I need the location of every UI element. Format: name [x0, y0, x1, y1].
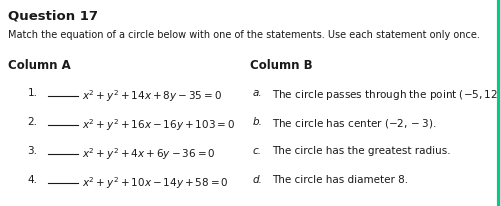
Text: 1.: 1. — [28, 88, 38, 97]
Text: b.: b. — [252, 116, 262, 126]
Text: $x^2 +y^2 +10x-14y+58=0$: $x^2 +y^2 +10x-14y+58=0$ — [82, 174, 230, 190]
Text: 2.: 2. — [28, 116, 38, 126]
Text: d.: d. — [252, 174, 262, 184]
Text: The circle passes through the point $(-5, 12)$.: The circle passes through the point $(-5… — [272, 88, 500, 102]
Text: 4.: 4. — [28, 174, 38, 184]
Text: Question 17: Question 17 — [8, 9, 98, 22]
Text: a.: a. — [252, 88, 262, 97]
Text: $x^2 +y^2 +16x-16y+103=0$: $x^2 +y^2 +16x-16y+103=0$ — [82, 116, 236, 132]
Text: The circle has center $(-2, -3)$.: The circle has center $(-2, -3)$. — [272, 116, 437, 129]
Text: Column B: Column B — [250, 59, 312, 72]
Text: The circle has diameter 8.: The circle has diameter 8. — [272, 174, 408, 184]
Text: $x^2 +y^2 +14x+8y-35=0$: $x^2 +y^2 +14x+8y-35=0$ — [82, 88, 222, 103]
Text: Column A: Column A — [8, 59, 70, 72]
Text: c.: c. — [252, 145, 262, 155]
Text: The circle has the greatest radius.: The circle has the greatest radius. — [272, 145, 451, 155]
Text: Match the equation of a circle below with one of the statements. Use each statem: Match the equation of a circle below wit… — [8, 30, 480, 40]
Text: 3.: 3. — [28, 145, 38, 155]
Text: $x^2 +y^2 +4x+6y-36=0$: $x^2 +y^2 +4x+6y-36=0$ — [82, 145, 216, 161]
